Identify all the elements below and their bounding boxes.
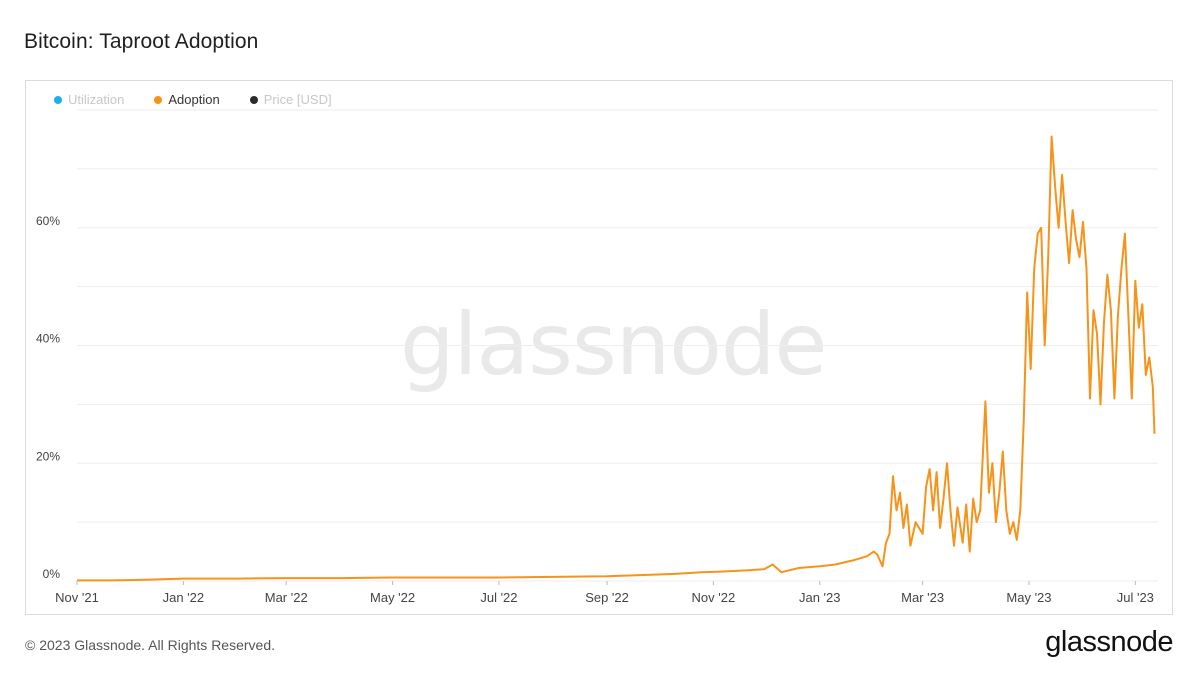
x-tick-label: Jul '22	[480, 590, 517, 605]
x-tick-label: Jan '23	[799, 590, 841, 605]
y-tick-label: 40%	[36, 332, 60, 346]
price-dot-icon	[249, 95, 258, 104]
x-tick-label: Sep '22	[585, 590, 629, 605]
legend-item-adoption[interactable]: Adoption	[154, 92, 220, 107]
x-tick-label: Mar '23	[901, 590, 944, 605]
y-tick-label: 0%	[43, 567, 61, 581]
copyright-text: © 2023 Glassnode. All Rights Reserved.	[25, 637, 276, 653]
x-tick-label: Nov '21	[55, 590, 99, 605]
x-tick-label: May '22	[370, 590, 415, 605]
legend-label: Price [USD]	[263, 92, 332, 107]
x-tick-label: Mar '22	[265, 590, 308, 605]
legend-label: Adoption	[168, 92, 220, 107]
utilization-dot-icon	[54, 95, 62, 104]
legend-item-price[interactable]: Price [USD]	[249, 92, 332, 107]
y-tick-label: 20%	[36, 449, 60, 463]
x-tick-label: Jul '23	[1117, 590, 1154, 605]
legend-item-utilization[interactable]: Utilization	[54, 92, 124, 107]
chart-legend: Utilization Adoption Price [USD]	[54, 92, 332, 107]
chart-frame	[25, 80, 1173, 615]
x-tick-label: Nov '22	[692, 590, 736, 605]
legend-label: Utilization	[68, 92, 125, 107]
chart-title: Bitcoin: Taproot Adoption	[24, 30, 259, 53]
adoption-dot-icon	[154, 95, 163, 104]
y-tick-label: 60%	[36, 214, 60, 228]
series-line-adoption	[77, 135, 1156, 582]
glassnode-logo: glassnode	[1045, 626, 1173, 658]
x-tick-label: Jan '22	[163, 590, 205, 605]
x-tick-label: May '23	[1006, 590, 1051, 605]
